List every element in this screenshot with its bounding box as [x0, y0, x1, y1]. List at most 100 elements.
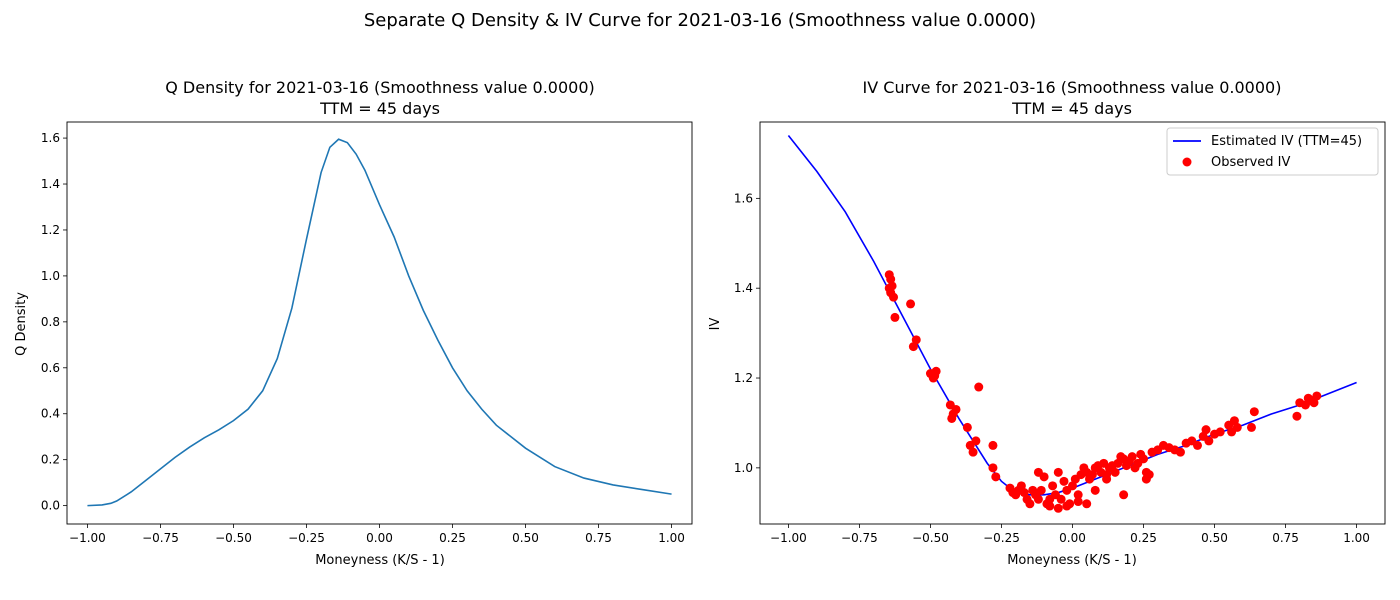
iv-curve-x-tick-label: 0.75	[1272, 531, 1299, 545]
observed-iv-point	[1073, 490, 1083, 500]
observed-iv-point	[886, 274, 896, 284]
q-density-x-tick-label: −0.50	[215, 531, 252, 545]
q-density-x-tick-label: 0.75	[585, 531, 612, 545]
q-density-x-tick-label: 0.50	[512, 531, 539, 545]
iv-curve-y-tick-label: 1.2	[734, 371, 753, 385]
observed-iv-point	[1232, 422, 1242, 432]
observed-iv-point	[906, 299, 916, 309]
observed-iv-point	[890, 312, 900, 322]
q-density-x-tick-label: −1.00	[69, 531, 106, 545]
observed-iv-point	[1062, 501, 1072, 511]
observed-iv-point	[988, 463, 998, 473]
legend-entry-label: Observed IV	[1211, 155, 1291, 170]
q-density-x-tick-label: 0.25	[439, 531, 466, 545]
observed-iv-point	[1019, 488, 1029, 498]
iv-curve-series-line	[787, 134, 1357, 496]
observed-iv-point	[1175, 447, 1185, 457]
observed-iv-point	[1056, 494, 1066, 504]
q-density-y-tick-label: 1.4	[41, 177, 60, 191]
q-density-y-tick-label: 0.0	[41, 499, 60, 513]
observed-iv-point	[1053, 467, 1063, 477]
observed-iv-point	[1119, 490, 1129, 500]
observed-iv-point	[974, 382, 984, 392]
observed-iv-point	[1033, 467, 1043, 477]
observed-iv-point	[971, 436, 981, 446]
q-density-y-tick-label: 1.2	[41, 223, 60, 237]
iv-curve-x-axis-label: Moneyness (K/S - 1)	[1007, 553, 1137, 568]
observed-iv-point	[1059, 476, 1069, 486]
observed-iv-point	[1141, 467, 1151, 477]
observed-iv-point	[1312, 391, 1322, 401]
iv-curve-axes-frame	[759, 121, 1386, 525]
observed-iv-point	[1201, 425, 1211, 435]
iv-curve-x-tick-label: −0.50	[912, 531, 949, 545]
observed-iv-point	[1246, 422, 1256, 432]
iv-curve-y-axis-label: IV	[708, 318, 723, 331]
observed-iv-point	[1292, 411, 1302, 421]
observed-iv-point	[930, 371, 940, 381]
q-density-y-tick-label: 0.4	[41, 407, 60, 421]
iv-curve-x-tick-label: 0.00	[1059, 531, 1086, 545]
observed-iv-point	[1033, 494, 1043, 504]
iv-curve-x-tick-label: −0.25	[983, 531, 1020, 545]
legend-marker-swatch	[1182, 157, 1192, 167]
iv-curve-y-tick-label: 1.4	[734, 281, 753, 295]
iv-curve-y-tick-label: 1.6	[734, 191, 753, 205]
observed-iv-point	[1127, 452, 1137, 462]
q-density-series-line	[87, 138, 672, 507]
q-density-x-tick-label: 1.00	[658, 531, 685, 545]
q-density-x-tick-label: −0.25	[288, 531, 325, 545]
observed-iv-point	[1139, 454, 1149, 464]
iv-curve-title: IV Curve for 2021-03-16 (Smoothness valu…	[863, 78, 1282, 97]
observed-iv-point	[1073, 497, 1083, 507]
observed-iv-point	[908, 342, 918, 352]
observed-iv-point	[951, 404, 961, 414]
iv-curve-panel: IV Curve for 2021-03-16 (Smoothness valu…	[708, 78, 1386, 568]
observed-iv-point	[1016, 481, 1026, 491]
q-density-title: Q Density for 2021-03-16 (Smoothness val…	[165, 78, 594, 97]
observed-iv-point	[1249, 407, 1259, 417]
q-density-y-tick-label: 0.6	[41, 361, 60, 375]
observed-iv-point	[991, 472, 1001, 482]
observed-iv-point	[1229, 416, 1239, 426]
iv-curve-x-tick-label: −1.00	[770, 531, 807, 545]
q-density-y-tick-label: 0.2	[41, 453, 60, 467]
figure-suptitle: Separate Q Density & IV Curve for 2021-0…	[364, 10, 1036, 31]
iv-curve-legend: Estimated IV (TTM=45) Observed IV	[1166, 127, 1379, 176]
q-density-panel: Q Density for 2021-03-16 (Smoothness val…	[14, 78, 693, 568]
q-density-y-axis-label: Q Density	[14, 292, 29, 356]
observed-iv-point	[1048, 481, 1058, 491]
observed-iv-point	[1082, 499, 1092, 509]
observed-iv-point	[1309, 398, 1319, 408]
observed-iv-point	[1053, 503, 1063, 513]
iv-curve-subtitle: TTM = 45 days	[1011, 99, 1132, 118]
q-density-y-tick-label: 1.6	[41, 131, 60, 145]
q-density-x-tick-label: 0.00	[366, 531, 393, 545]
q-density-x-tick-label: −0.75	[142, 531, 179, 545]
observed-iv-point	[1068, 481, 1077, 491]
iv-curve-y-tick-label: 1.0	[734, 461, 753, 475]
observed-iv-point	[988, 440, 998, 450]
observed-iv-point	[911, 335, 921, 345]
observed-iv-point	[968, 447, 978, 457]
q-density-x-axis-label: Moneyness (K/S - 1)	[315, 553, 445, 568]
iv-curve-x-tick-label: 1.00	[1343, 531, 1370, 545]
observed-iv-point	[1036, 485, 1046, 495]
q-density-subtitle: TTM = 45 days	[319, 99, 440, 118]
observed-iv-point	[1090, 485, 1100, 495]
q-density-y-tick-label: 0.8	[41, 315, 60, 329]
q-density-y-tick-label: 1.0	[41, 269, 60, 283]
observed-iv-point	[884, 283, 894, 293]
observed-iv-point	[1102, 474, 1112, 484]
observed-iv-point	[1110, 467, 1120, 477]
observed-iv-point	[1025, 499, 1035, 509]
observed-iv-point	[947, 413, 957, 423]
q-density-axes-frame	[66, 121, 693, 525]
observed-iv-point	[1087, 470, 1097, 480]
iv-curve-x-tick-label: 0.25	[1130, 531, 1157, 545]
observed-iv-point	[1215, 427, 1225, 437]
observed-iv-point	[1045, 501, 1055, 511]
observed-iv-point	[889, 292, 899, 302]
iv-curve-x-tick-label: −0.75	[841, 531, 878, 545]
